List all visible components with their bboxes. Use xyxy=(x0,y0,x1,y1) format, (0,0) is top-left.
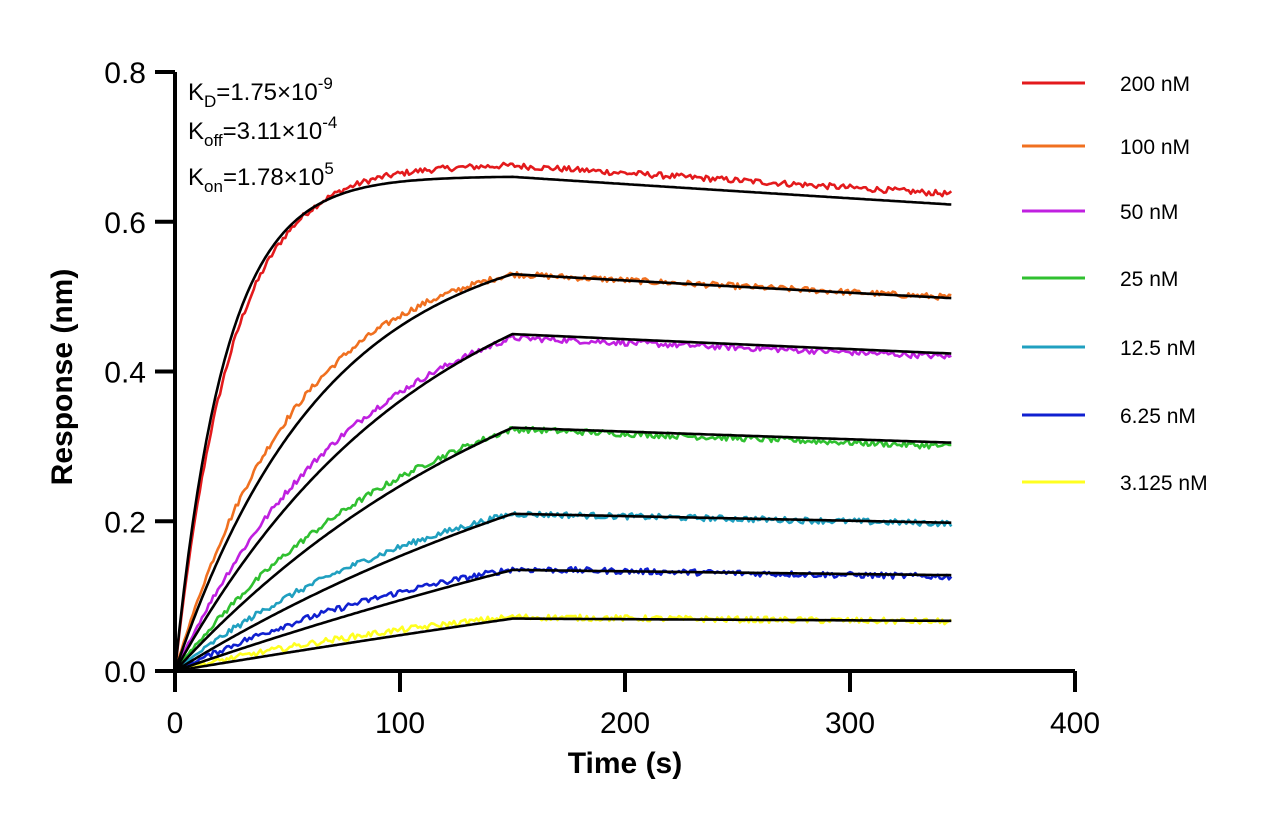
x-tick-label: 400 xyxy=(1050,707,1100,740)
legend-label: 50 nM xyxy=(1120,201,1178,224)
y-tick-label: 0.8 xyxy=(104,57,146,90)
fit-line-100-nm xyxy=(173,272,952,672)
y-axis-title: Response (nm) xyxy=(46,269,79,486)
legend-label: 25 nM xyxy=(1120,268,1178,291)
y-tick-label: 0.2 xyxy=(104,506,146,539)
legend: 200 nM 100 nM 50 nM 25 nM 12.5 nM 6.25 nM 3.12… xyxy=(1022,73,1208,495)
y-tick-label: 0.6 xyxy=(104,207,146,240)
x-tick-label: 0 xyxy=(167,707,184,740)
kinetic-constant: KD=1.75×10-9 xyxy=(188,74,333,111)
legend-label: 3.125 nM xyxy=(1120,472,1208,495)
x-tick-label: 300 xyxy=(825,707,875,740)
series-line-50-nm xyxy=(173,334,952,672)
x-axis-title: Time (s) xyxy=(568,747,682,780)
plot-area xyxy=(173,161,953,673)
fit-line-50-nm xyxy=(173,332,952,672)
y-tick-label: 0.0 xyxy=(104,656,146,689)
x-ticks: 0 100 200 300 400 xyxy=(167,671,1100,740)
axes xyxy=(173,72,1075,673)
series-line-3-125-nm xyxy=(174,613,952,673)
fit-line-3-125-nm xyxy=(174,617,952,673)
fit-line-6-25-nm xyxy=(174,568,952,673)
series-line-25-nm xyxy=(173,425,952,672)
legend-label: 12.5 nM xyxy=(1120,337,1196,360)
kinetic-constant: Kon=1.78×105 xyxy=(188,159,334,196)
kinetic-constant: Koff=3.11×10-4 xyxy=(188,113,337,150)
legend-label: 200 nM xyxy=(1120,73,1190,96)
fit-line-12-5-nm xyxy=(174,512,952,673)
fit-line-25-nm xyxy=(174,426,952,672)
fit-line-200-nm xyxy=(173,175,952,672)
y-ticks: 0.0 0.2 0.4 0.6 0.8 xyxy=(104,57,175,689)
series-line-100-nm xyxy=(173,271,952,672)
y-tick-label: 0.4 xyxy=(104,357,146,390)
legend-label: 6.25 nM xyxy=(1120,405,1196,428)
x-tick-label: 200 xyxy=(600,707,650,740)
legend-label: 100 nM xyxy=(1120,136,1190,159)
x-tick-label: 100 xyxy=(375,707,425,740)
